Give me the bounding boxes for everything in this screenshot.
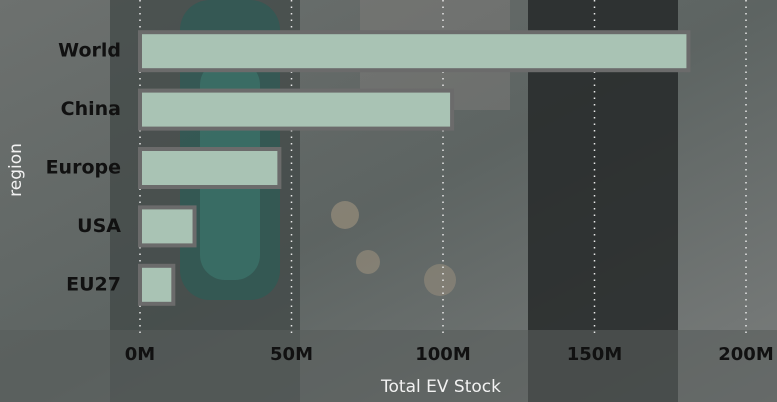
y-tick-label: China [61, 98, 121, 120]
y-tick-label: World [58, 40, 121, 62]
y-tick-label: EU27 [66, 273, 121, 295]
y-tick-label: USA [77, 215, 121, 237]
bar [138, 88, 455, 131]
bar [138, 30, 691, 73]
x-tick-label: 100M [415, 344, 471, 365]
y-axis-title: region [6, 143, 26, 197]
x-tick-label: 0M [125, 344, 155, 365]
x-tick-label: 50M [270, 344, 313, 365]
y-tick-label: Europe [46, 157, 121, 179]
x-axis-title: Total EV Stock [380, 377, 501, 397]
bar [138, 205, 197, 248]
x-tick-label: 200M [718, 344, 774, 365]
bar [138, 147, 282, 189]
bar [138, 263, 176, 306]
x-tick-label: 150M [567, 344, 623, 365]
